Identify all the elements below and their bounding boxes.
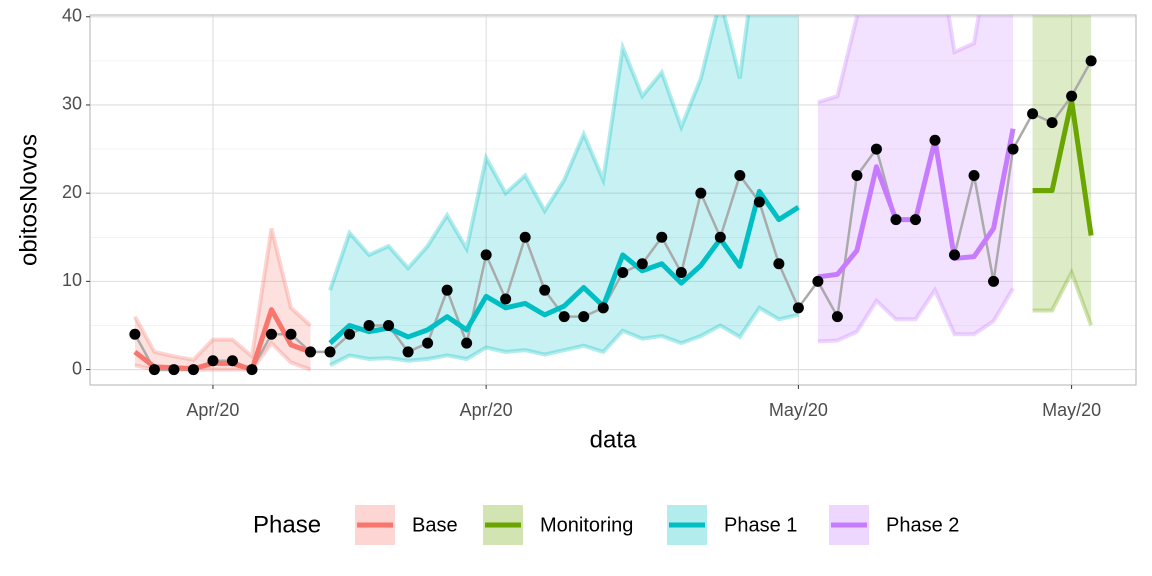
band-edge [817, 15, 981, 105]
observed-point [675, 267, 687, 279]
band [1032, 15, 1092, 326]
y-tick-label: 20 [62, 182, 82, 202]
y-tick-label: 0 [72, 358, 82, 378]
observed-point [1066, 90, 1078, 102]
observed-point [1027, 108, 1039, 120]
observed-point [422, 337, 434, 349]
observed-point [344, 328, 356, 340]
y-tick-label: 30 [62, 94, 82, 114]
x-tick-label: Apr/20 [186, 400, 239, 420]
observed-point [1046, 117, 1058, 129]
observed-point [285, 328, 297, 340]
observed-point [480, 249, 492, 261]
observed-point [773, 258, 785, 270]
x-tick-label: May/20 [769, 400, 828, 420]
observed-point [929, 134, 941, 146]
observed-point [226, 355, 238, 367]
observed-point [207, 355, 219, 367]
observed-point [968, 170, 980, 182]
observed-point [539, 284, 551, 296]
panel [90, 15, 1136, 385]
x-tick-label: Apr/20 [460, 400, 513, 420]
axes: 0 10 20 30 40 Apr/20 Apr/20 May/20 May/20 [62, 6, 1101, 420]
observed-point [753, 196, 765, 208]
observed-point [383, 319, 395, 331]
observed-point [695, 187, 707, 199]
observed-point [909, 214, 921, 226]
x-axis-label: data [590, 426, 637, 453]
x-tick-label: May/20 [1042, 400, 1101, 420]
legend-label: Phase 2 [886, 514, 959, 536]
observed-point [578, 311, 590, 323]
observed-point [851, 170, 863, 182]
observed-point [148, 364, 160, 376]
observed-point [461, 337, 473, 349]
observed-point [305, 346, 317, 358]
legend-label: Phase 1 [724, 514, 797, 536]
observed-point [792, 302, 804, 314]
observed-point [597, 302, 609, 314]
observed-point [519, 231, 531, 243]
phase-line [133, 307, 312, 373]
band-edge [1032, 267, 1093, 327]
observed-point [129, 328, 141, 340]
y-tick-label: 40 [62, 6, 82, 26]
observed-point [441, 284, 453, 296]
observed-point [363, 319, 375, 331]
band-edge [329, 305, 799, 367]
band-edge [328, 15, 751, 291]
legend-label: Monitoring [540, 514, 633, 536]
observed-point [949, 249, 961, 261]
observed-point [246, 364, 258, 376]
observed-point [734, 170, 746, 182]
observed-point [988, 275, 1000, 287]
observed-point [714, 231, 726, 243]
observed-point [890, 214, 902, 226]
observed-point [402, 346, 414, 358]
band-edge [817, 286, 1015, 344]
y-tick-label: 10 [62, 270, 82, 290]
y-axis-label: obitosNovos [15, 134, 42, 266]
observed-point [1085, 55, 1097, 67]
phase-line [1032, 98, 1094, 236]
observed-point [656, 231, 668, 243]
observed-point [324, 346, 336, 358]
legend-label: Base [412, 514, 458, 536]
observed-point [617, 267, 629, 279]
observed-point [265, 328, 277, 340]
panel-border [89, 14, 1137, 386]
observed-point [1007, 143, 1019, 155]
legend: Phase Base Monitoring Phase 1 Phase 2 [253, 505, 959, 545]
observed-point [812, 275, 824, 287]
observed-point [558, 311, 570, 323]
band-edge [133, 227, 312, 363]
observed-point [870, 143, 882, 155]
observed-point [831, 311, 843, 323]
plot-area [129, 15, 1097, 376]
observed-point [168, 364, 180, 376]
legend-title: Phase [253, 511, 321, 538]
observed-point [500, 293, 512, 305]
observed-point [187, 364, 199, 376]
observed-point [636, 258, 648, 270]
